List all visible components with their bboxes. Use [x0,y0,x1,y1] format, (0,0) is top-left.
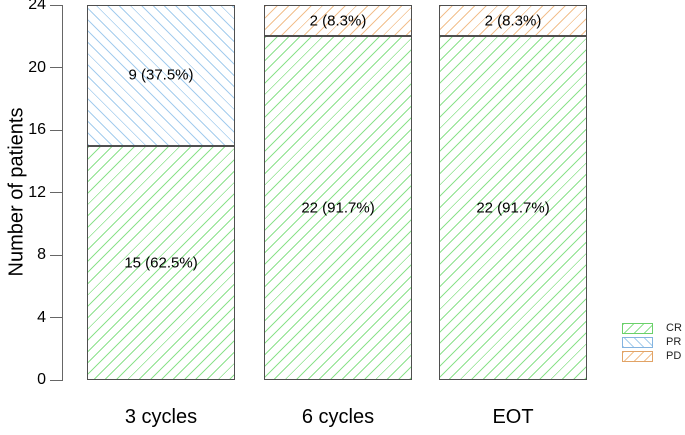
legend-item-cr: CR [622,323,682,334]
legend-item-pr: PR [622,337,682,348]
y-tick-mark [50,379,62,381]
legend-swatch-pr-icon [622,337,653,348]
legend-label-pd: PD [666,350,682,362]
bar-segment-label: 2 (8.3%) [484,12,542,30]
legend-label-cr: CR [666,322,682,334]
y-tick-label: 8 [37,246,46,263]
bar-segment-pd: 2 (8.3%) [264,5,412,37]
y-tick-label: 4 [37,308,46,326]
bar-segment-label: 9 (37.5%) [128,66,194,84]
y-tick-label: 20 [28,58,46,76]
bar-segment-cr: 22 (91.7%) [264,36,412,380]
y-tick-mark [50,67,62,68]
y-tick-mark [50,129,62,131]
bar-eot: 2 (8.3%) 22 (91.7%) [439,5,587,380]
y-tick-mark [50,192,62,193]
bar-segment-cr: 22 (91.7%) [439,36,587,380]
y-tick-mark [50,254,62,256]
bar-segment-cr: 15 (62.5%) [87,145,235,380]
x-axis-label-6-cycles: 6 cycles [301,406,375,428]
bar-3-cycles: 9 (37.5%) 15 (62.5%) [87,5,235,380]
bar-segment-label: 2 (8.3%) [309,12,367,30]
legend: CR PR PD [622,323,682,362]
bar-segment-pd: 2 (8.3%) [439,5,587,37]
legend-item-pd: PD [622,351,682,362]
bar-6-cycles: 2 (8.3%) 22 (91.7%) [264,5,412,380]
y-tick-label: 16 [28,121,46,138]
y-tick-label: 12 [28,183,46,201]
y-tick-mark [50,4,62,6]
legend-swatch-cr-icon [622,323,653,334]
bar-segment-label: 22 (91.7%) [476,199,550,217]
y-tick-mark [50,317,62,318]
bar-segment-label: 22 (91.7%) [301,199,375,217]
legend-label-pr: PR [666,336,682,348]
x-axis-label-eot: EOT [492,406,534,428]
bar-segment-pr: 9 (37.5%) [87,5,235,146]
y-axis-line [62,5,63,381]
y-tick-label: 24 [28,0,46,13]
bar-segment-label: 15 (62.5%) [124,254,198,272]
x-axis-label-3-cycles: 3 cycles [124,406,198,428]
y-tick-label: 0 [37,371,46,388]
legend-swatch-pd-icon [622,351,653,362]
